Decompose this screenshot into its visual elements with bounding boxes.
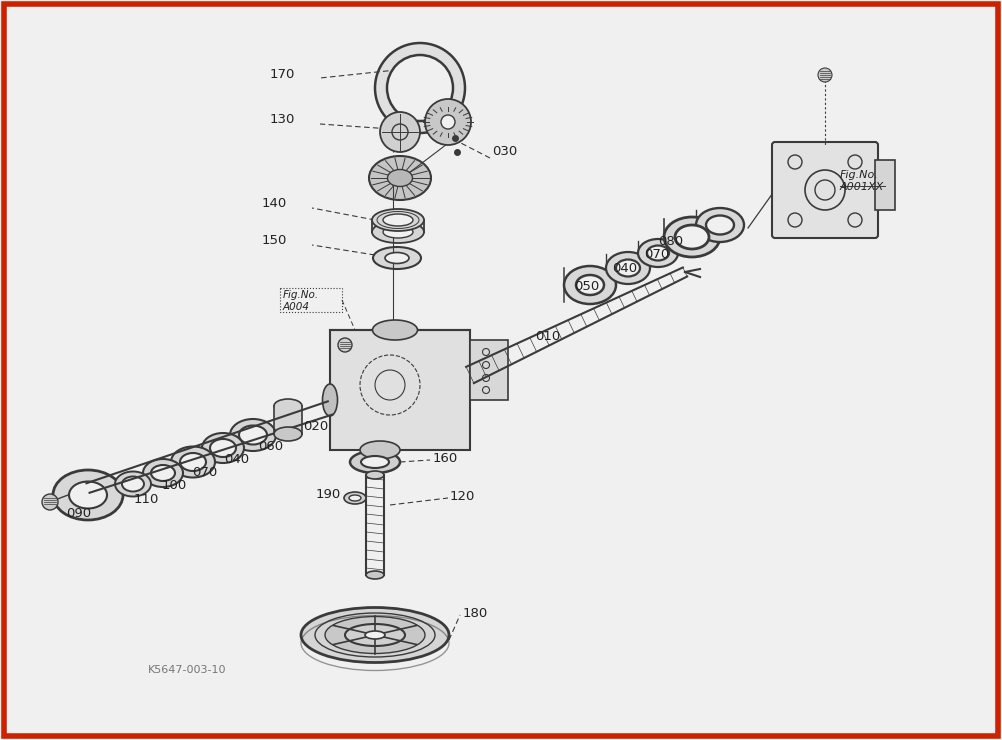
- Ellipse shape: [151, 465, 175, 481]
- Ellipse shape: [360, 441, 400, 459]
- FancyBboxPatch shape: [772, 142, 878, 238]
- Text: 050: 050: [574, 280, 599, 293]
- Text: 060: 060: [258, 440, 284, 453]
- Ellipse shape: [696, 208, 744, 242]
- Ellipse shape: [383, 226, 413, 238]
- Ellipse shape: [675, 225, 709, 249]
- Text: 040: 040: [612, 262, 637, 275]
- Ellipse shape: [323, 384, 338, 416]
- Circle shape: [42, 494, 58, 510]
- Ellipse shape: [372, 209, 424, 231]
- Circle shape: [380, 112, 420, 152]
- Circle shape: [375, 43, 465, 133]
- Ellipse shape: [616, 260, 640, 277]
- Ellipse shape: [564, 266, 616, 304]
- Text: 030: 030: [492, 145, 517, 158]
- Ellipse shape: [366, 571, 384, 579]
- Ellipse shape: [373, 247, 421, 269]
- Text: 020: 020: [303, 420, 329, 433]
- Ellipse shape: [345, 624, 405, 646]
- Polygon shape: [330, 330, 470, 450]
- Ellipse shape: [115, 471, 151, 497]
- Ellipse shape: [606, 252, 650, 284]
- Text: 150: 150: [262, 234, 288, 247]
- Ellipse shape: [576, 275, 604, 295]
- Ellipse shape: [385, 252, 409, 263]
- Ellipse shape: [350, 451, 400, 473]
- Ellipse shape: [706, 215, 734, 235]
- Ellipse shape: [366, 471, 384, 479]
- Text: 190: 190: [316, 488, 342, 501]
- Ellipse shape: [388, 169, 413, 186]
- Text: 160: 160: [433, 452, 458, 465]
- Ellipse shape: [53, 470, 123, 520]
- Ellipse shape: [230, 419, 276, 451]
- Ellipse shape: [202, 433, 244, 463]
- Text: 110: 110: [134, 493, 159, 506]
- Text: 040: 040: [224, 453, 249, 466]
- Text: 170: 170: [270, 68, 296, 81]
- Ellipse shape: [373, 320, 418, 340]
- Bar: [280, 288, 342, 312]
- Ellipse shape: [383, 214, 413, 226]
- Text: 100: 100: [162, 479, 187, 492]
- Text: 090: 090: [66, 507, 91, 520]
- Circle shape: [818, 68, 832, 82]
- Ellipse shape: [365, 631, 385, 639]
- Text: Fig.No.
A001XX: Fig.No. A001XX: [840, 170, 884, 192]
- Ellipse shape: [664, 217, 720, 257]
- Text: K5647-003-10: K5647-003-10: [148, 665, 226, 675]
- Text: 070: 070: [192, 466, 217, 479]
- Ellipse shape: [210, 439, 236, 457]
- Ellipse shape: [239, 425, 267, 445]
- Ellipse shape: [274, 399, 302, 413]
- Ellipse shape: [349, 495, 361, 501]
- FancyBboxPatch shape: [470, 340, 508, 400]
- Ellipse shape: [274, 427, 302, 441]
- Text: 180: 180: [463, 607, 488, 620]
- Ellipse shape: [372, 221, 424, 243]
- Text: 120: 120: [450, 490, 475, 503]
- Text: Fig.No.
A004: Fig.No. A004: [283, 290, 319, 312]
- Circle shape: [338, 338, 352, 352]
- Ellipse shape: [143, 459, 183, 487]
- Ellipse shape: [344, 492, 366, 504]
- Text: 080: 080: [658, 235, 683, 248]
- Text: 130: 130: [270, 113, 296, 126]
- Ellipse shape: [361, 456, 389, 468]
- Bar: [875, 160, 895, 210]
- Text: 140: 140: [262, 197, 288, 210]
- Ellipse shape: [180, 453, 206, 471]
- Circle shape: [441, 115, 455, 129]
- Circle shape: [425, 99, 471, 145]
- Ellipse shape: [122, 477, 144, 491]
- Ellipse shape: [69, 482, 107, 508]
- Ellipse shape: [325, 616, 425, 653]
- Ellipse shape: [638, 239, 678, 267]
- Bar: [274, 406, 302, 434]
- Circle shape: [387, 55, 453, 121]
- Text: 070: 070: [644, 248, 669, 261]
- Ellipse shape: [171, 446, 215, 477]
- Ellipse shape: [369, 156, 431, 200]
- Text: 010: 010: [535, 330, 560, 343]
- Ellipse shape: [301, 608, 449, 662]
- Ellipse shape: [647, 246, 669, 260]
